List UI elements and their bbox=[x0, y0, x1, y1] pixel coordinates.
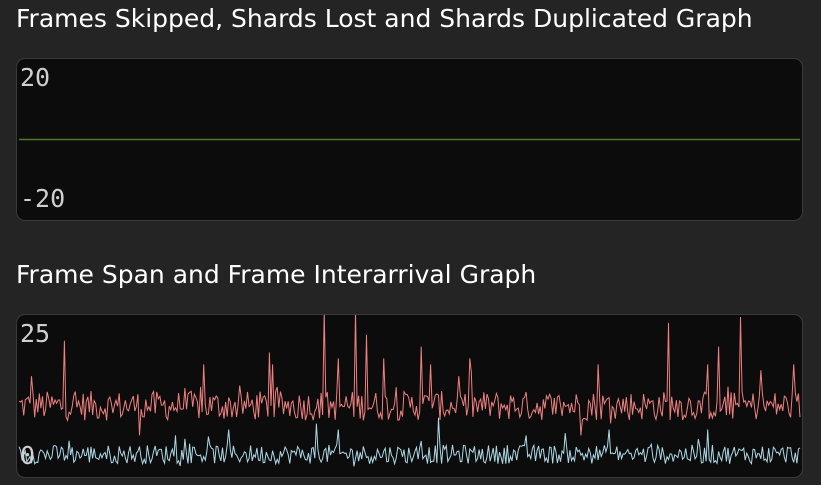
frames-y-min-label: -20 bbox=[20, 184, 66, 213]
span-graph-title: Frame Span and Frame Interarrival Graph bbox=[16, 260, 537, 289]
frame-interarrival-series-line bbox=[18, 417, 801, 467]
span-y-max-label: 25 bbox=[20, 319, 51, 348]
span-graph-panel: 25 0 bbox=[16, 314, 803, 478]
frames-graph-title: Frames Skipped, Shards Lost and Shards D… bbox=[16, 4, 753, 33]
frame-span-series-line bbox=[18, 315, 801, 436]
frames-graph-plot bbox=[19, 138, 800, 141]
span-graph-plot bbox=[18, 315, 801, 467]
frames-y-max-label: 20 bbox=[20, 63, 51, 92]
span-y-min-label: 0 bbox=[20, 441, 36, 470]
frames-graph-panel: 20 -20 bbox=[16, 58, 803, 221]
